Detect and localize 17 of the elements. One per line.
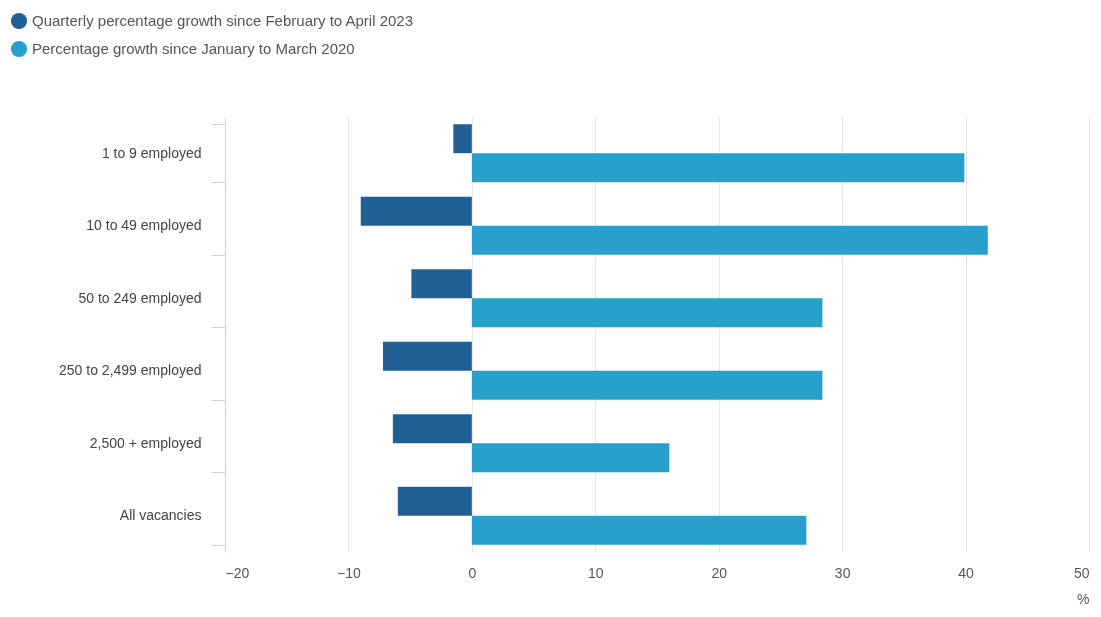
x-tick-label: 10 [588, 564, 604, 581]
y-tick-label: 250 to 2,499 employed [59, 362, 202, 379]
y-tick-label: All vacancies [119, 507, 202, 524]
legend-label: Percentage growth since January to March 2020 [32, 40, 355, 57]
x-axis-title: % [1077, 590, 1090, 607]
x-tick-label: 30 [834, 564, 851, 581]
x-tick-label: 50 [1073, 564, 1090, 581]
legend-label: Quarterly percentage growth since February to April 2023 [32, 12, 414, 29]
x-tick-label: −10 [337, 564, 362, 581]
y-tick-label: 10 to 49 employed [86, 217, 202, 234]
x-tick-label: 20 [711, 564, 728, 581]
x-tick-label: −20 [225, 564, 250, 581]
x-tick-label: 40 [958, 564, 975, 581]
y-tick-label: 1 to 9 employed [101, 144, 202, 161]
x-tick-label: 0 [468, 564, 477, 581]
y-tick-label: 2,500 + employed [89, 434, 202, 451]
y-tick-label: 50 to 249 employed [78, 289, 202, 306]
